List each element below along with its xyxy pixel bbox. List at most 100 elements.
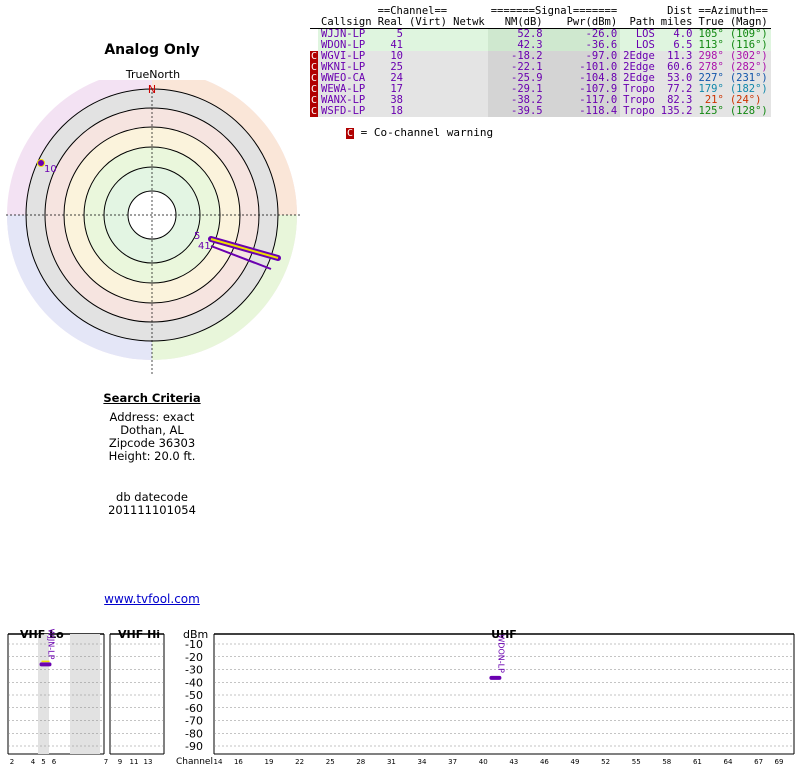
spectrum-chart: -10-20-30-40-50-60-70-80-90 VHF Lo VHF Hi U…	[7, 628, 795, 767]
dist-header-top: Dist	[667, 5, 693, 17]
cell-nm: 42.3	[487, 40, 546, 51]
legend-text: = Co-channel warning	[360, 126, 494, 139]
cell-magn: (109°)	[729, 28, 768, 40]
col-virt: (Virt)	[409, 16, 447, 28]
table-row: C WSFD-LP 18 -39.5 -118.4 Tropo 135.2 125° (128°…	[310, 106, 771, 117]
cell-netwk	[450, 40, 488, 51]
warn-cell: C	[310, 106, 318, 117]
channel-tick: 43	[509, 758, 518, 766]
col-magn: (Magn)	[729, 16, 768, 28]
signal-group-header: =======Signal=======	[490, 5, 618, 17]
cell-netwk	[450, 51, 488, 62]
cell-dist: 4.0	[673, 28, 693, 40]
channel-tick: 14	[214, 758, 223, 766]
table-row: WDON-LP 41 42.3 -36.6 LOS 6.5 113° (116°)	[310, 40, 771, 51]
cell-nm: -39.5	[487, 106, 546, 117]
cell-callsign: WSFD-LP	[321, 105, 366, 117]
tvfool-link[interactable]: www.tvfool.com	[104, 592, 200, 606]
cell-pwr: -117.0	[545, 95, 621, 106]
co-channel-legend: C = Co-channel warning	[346, 126, 493, 139]
cell-callsign: WGVI-LP	[321, 50, 366, 62]
fm-band-shade	[38, 634, 49, 754]
criteria-address: Address: exact	[109, 410, 195, 424]
channel-tick: 55	[632, 758, 641, 766]
cell-callsign: WEWA-LP	[321, 83, 366, 95]
col-callsign: Callsign	[321, 16, 372, 28]
cell-magn: (231°)	[729, 72, 768, 84]
cell-real: 38	[390, 94, 403, 106]
channel-tick: 2	[10, 758, 14, 766]
cell-dist: 77.2	[667, 83, 693, 95]
table-row: WJJN-LP 5 52.8 -26.0 LOS 4.0 105° (109°)	[310, 28, 771, 41]
station-label-10: 10	[44, 164, 57, 175]
cell-pwr: -118.4	[545, 106, 621, 117]
cell-nm: -25.9	[487, 73, 546, 84]
channel-tick: 5	[41, 758, 45, 766]
warn-icon: C	[310, 62, 318, 73]
cell-real: 41	[390, 39, 403, 51]
channel-tick: 61	[693, 758, 702, 766]
channel-tick: 11	[130, 758, 139, 766]
cell-path: 2Edge	[623, 50, 655, 62]
station-ray-wjjn-highlight	[210, 238, 279, 259]
cell-nm: -29.1	[487, 84, 546, 95]
warn-cell: C	[310, 51, 318, 62]
cell-netwk	[450, 95, 488, 106]
warn-cell	[310, 28, 318, 40]
cell-virt	[406, 95, 450, 106]
col-netwk: Netwk	[453, 16, 485, 28]
channel-tick: 67	[754, 758, 763, 766]
cell-pwr: -104.8	[545, 73, 621, 84]
cell-pwr: -107.9	[545, 84, 621, 95]
channel-tick: 28	[356, 758, 365, 766]
y-tick-label: -70	[185, 715, 203, 728]
cell-path: LOS	[635, 39, 655, 51]
db-datecode-label: db datecode	[116, 490, 188, 504]
page-title: Analog Only	[104, 42, 200, 58]
station-table: ==Channel== =======Signal======= Dist ==…	[310, 6, 771, 117]
col-nm: NM(dB)	[504, 16, 543, 28]
cell-real: 10	[390, 50, 403, 62]
warn-icon: C	[310, 73, 318, 84]
cell-magn: (282°)	[729, 61, 768, 73]
true-north-label: TrueNorth	[125, 68, 181, 81]
cell-callsign: WJJN-LP	[321, 28, 366, 40]
channel-tick: 49	[571, 758, 580, 766]
table-row: C WANX-LP 38 -38.2 -117.0 Tropo 82.3 21° (24°)	[310, 95, 771, 106]
db-datecode-value: 201111101054	[108, 503, 196, 517]
col-true: True	[698, 16, 724, 28]
vhf-lo-label: VHF Lo	[20, 628, 64, 641]
cell-callsign: WKNI-LP	[321, 61, 366, 73]
y-tick-label: -40	[185, 676, 203, 689]
cell-pwr: -97.0	[545, 51, 621, 62]
channel-tick: 16	[234, 758, 243, 766]
search-criteria: Search Criteria Address: exact Dothan, A…	[60, 392, 244, 517]
table-row: C WWEO-CA 24 -25.9 -104.8 2Edge 53.0 227° (231°)	[310, 73, 771, 84]
channel-tick: 52	[601, 758, 610, 766]
cell-dist: 82.3	[667, 94, 693, 106]
cell-dist: 60.6	[667, 61, 693, 73]
warn-icon: C	[310, 51, 318, 62]
channel-group-header: ==Channel==	[377, 5, 448, 17]
cell-real: 5	[396, 28, 403, 40]
channel-tick: 4	[31, 758, 36, 766]
y-tick-label: -50	[185, 689, 203, 702]
cell-virt	[406, 106, 450, 117]
cell-virt	[406, 29, 450, 41]
signal-marker-label: WDON-LP	[496, 634, 505, 673]
cell-true-az: 179°	[698, 83, 724, 95]
channel-tick: 58	[662, 758, 671, 766]
cell-path: LOS	[635, 28, 655, 40]
col-dist-miles: miles	[660, 16, 693, 28]
dbm-label: dBm	[183, 628, 208, 641]
channel-tick: 9	[118, 758, 122, 766]
cell-virt	[406, 51, 450, 62]
cell-path: Tropo	[623, 105, 655, 117]
cell-magn: (128°)	[729, 105, 768, 117]
cell-netwk	[450, 62, 488, 73]
y-tick-label: -10	[185, 638, 203, 651]
cell-dist: 6.5	[673, 39, 693, 51]
cell-true-az: 227°	[698, 72, 724, 84]
cell-true-az: 278°	[698, 61, 724, 73]
criteria-city: Dothan, AL	[120, 423, 184, 437]
